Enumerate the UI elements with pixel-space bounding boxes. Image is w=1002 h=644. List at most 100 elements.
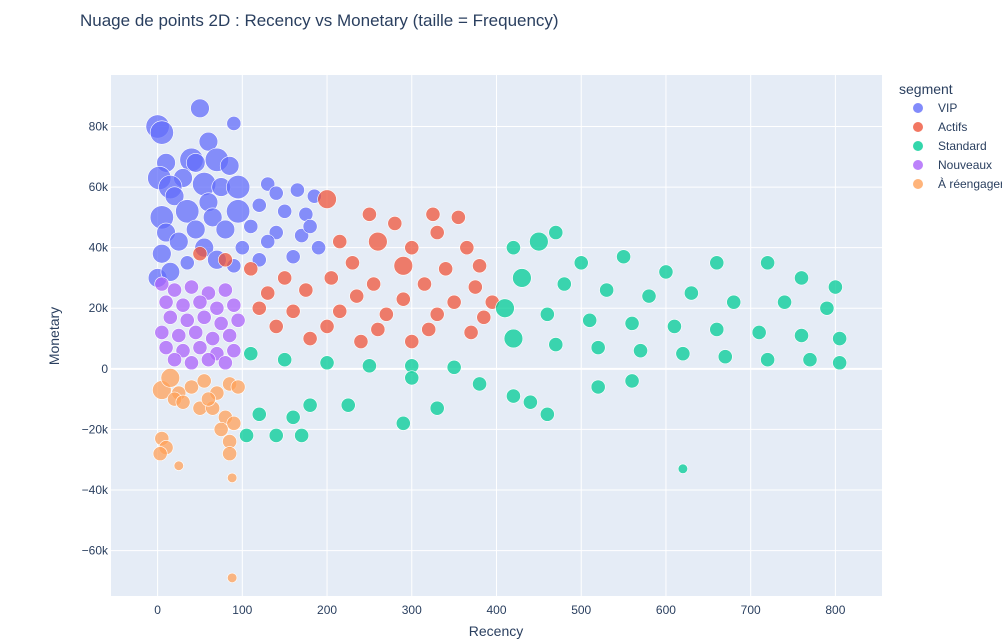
point-vip	[152, 244, 172, 264]
legend-item-vip[interactable]: VIP	[938, 101, 957, 115]
point-vip	[251, 197, 267, 213]
point-a-reengager	[196, 373, 212, 389]
point-standard	[832, 355, 848, 371]
point-standard	[404, 370, 420, 386]
grid-lines	[111, 75, 882, 596]
point-vip	[198, 131, 219, 152]
point-standard	[548, 337, 564, 352]
point-actifs	[323, 270, 339, 286]
legend-item-nouveaux[interactable]: Nouveaux	[938, 158, 992, 172]
point-standard	[667, 319, 682, 334]
point-actifs	[387, 216, 403, 231]
point-standard	[395, 415, 411, 431]
data-points	[145, 98, 848, 583]
point-vip	[243, 219, 259, 234]
y-tick-label: 80k	[89, 119, 109, 133]
x-tick-label: 700	[741, 603, 761, 617]
point-nouveaux	[201, 352, 216, 368]
point-actifs	[345, 255, 360, 271]
point-a-reengager	[230, 379, 246, 395]
point-standard	[590, 379, 606, 395]
point-standard	[512, 268, 532, 288]
point-actifs	[332, 303, 348, 319]
point-vip	[302, 219, 318, 234]
x-tick-label: 100	[232, 603, 252, 617]
legend: segment VIP Actifs Standard Nouveaux À réeng…	[899, 81, 1002, 191]
point-standard	[777, 294, 792, 310]
point-standard	[539, 406, 555, 422]
point-actifs	[393, 256, 414, 276]
point-actifs	[285, 303, 301, 319]
legend-item-standard[interactable]: Standard	[938, 139, 987, 153]
point-a-reengager	[213, 422, 229, 437]
point-standard	[677, 463, 688, 474]
point-nouveaux	[192, 294, 208, 310]
point-standard	[268, 428, 284, 443]
y-tick-label: 0	[101, 362, 108, 376]
point-vip	[311, 240, 326, 256]
point-actifs	[446, 294, 462, 310]
point-standard	[802, 352, 818, 368]
point-vip	[226, 116, 242, 131]
point-standard	[522, 394, 538, 410]
point-actifs	[378, 306, 394, 322]
point-nouveaux	[222, 328, 238, 343]
y-tick-label: 20k	[89, 301, 109, 315]
point-nouveaux	[184, 279, 199, 295]
point-vip	[226, 175, 251, 200]
point-nouveaux	[213, 315, 229, 331]
point-standard	[794, 270, 809, 286]
point-actifs	[429, 306, 445, 322]
point-standard	[683, 285, 699, 301]
point-vip	[277, 203, 293, 219]
y-axis-ticks: 80k 60k 40k 20k 0 −20k −40k −60k	[82, 119, 109, 557]
x-tick-label: 800	[825, 603, 845, 617]
point-standard	[239, 428, 254, 443]
point-actifs	[319, 319, 335, 334]
point-a-reengager	[222, 446, 238, 462]
y-tick-label: −20k	[82, 422, 109, 436]
point-standard	[624, 315, 640, 331]
point-vip	[289, 182, 305, 198]
point-standard	[658, 264, 674, 280]
legend-title: segment	[899, 81, 953, 97]
point-vip	[251, 252, 267, 268]
point-actifs	[251, 300, 267, 316]
point-actifs	[349, 288, 365, 304]
y-tick-label: 60k	[89, 180, 109, 194]
legend-item-a-reengager[interactable]: À réengager	[938, 176, 1002, 191]
x-tick-label: 300	[402, 603, 422, 617]
point-standard	[641, 288, 657, 304]
point-actifs	[370, 322, 386, 337]
point-a-reengager	[173, 460, 184, 471]
point-standard	[302, 397, 318, 413]
point-standard	[582, 312, 598, 328]
point-actifs	[298, 282, 314, 298]
point-nouveaux	[230, 312, 246, 328]
point-vip	[186, 153, 206, 173]
point-standard	[243, 346, 259, 362]
point-a-reengager	[227, 472, 238, 483]
point-actifs	[467, 279, 483, 295]
legend-marker-a-reengager	[913, 179, 923, 189]
point-vip	[268, 225, 284, 240]
point-nouveaux	[154, 325, 170, 340]
point-standard	[548, 225, 564, 240]
point-nouveaux	[226, 343, 242, 359]
point-actifs	[438, 261, 454, 277]
point-actifs	[366, 276, 382, 292]
point-nouveaux	[167, 352, 182, 368]
point-standard	[285, 409, 301, 425]
point-standard	[709, 322, 725, 337]
point-nouveaux	[179, 312, 195, 328]
point-nouveaux	[205, 331, 221, 346]
legend-item-actifs[interactable]: Actifs	[938, 120, 967, 134]
y-axis-title: Monetary	[46, 307, 62, 365]
point-standard	[446, 359, 462, 375]
point-nouveaux	[167, 282, 182, 298]
x-tick-label: 500	[571, 603, 591, 617]
point-vip	[160, 262, 181, 282]
point-standard	[616, 249, 631, 265]
point-vip	[260, 234, 276, 249]
legend-marker-standard	[913, 141, 923, 151]
